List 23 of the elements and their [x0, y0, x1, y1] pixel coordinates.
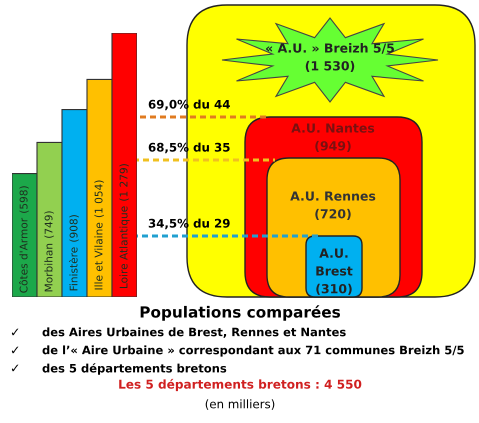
data-label: (598) [19, 186, 29, 213]
text: des Aires Urbaines de Brest, Rennes et Nantes [42, 327, 346, 338]
text: ✓ [12, 364, 18, 372]
x-tick-label: Morbihan [44, 244, 53, 292]
text: des 5 départements bretons [42, 363, 226, 375]
text: « A.U. » Breizh 5/5 (1 530) [266, 43, 394, 72]
data-label: (1 279) [119, 164, 129, 201]
text: A.U. Brest (310) [316, 248, 353, 295]
x-tick-label: Finistère [68, 247, 78, 290]
text: ✓ [12, 346, 18, 354]
text: Populations comparées [140, 305, 340, 321]
x-tick-label: Côtes d'Armor [18, 218, 28, 293]
x-tick-label: Loire Atlantique [119, 206, 130, 288]
data-label: (1 054) [94, 180, 104, 218]
text: A.U. Rennes (720) [290, 191, 376, 220]
x-tick-label: Ille et Vilaine [94, 222, 103, 290]
data-label: (908) [69, 215, 79, 242]
text: ✓ [12, 328, 18, 336]
text: Les 5 départements bretons : 4 550 [119, 378, 362, 392]
text: A.U. Nantes (949) [291, 123, 374, 152]
text: de l’« Aire Urbaine » correspondant aux 71 communes Breizh 5/5 [42, 345, 464, 357]
text: (en milliers) [206, 399, 274, 410]
data-label: (749) [44, 211, 54, 238]
